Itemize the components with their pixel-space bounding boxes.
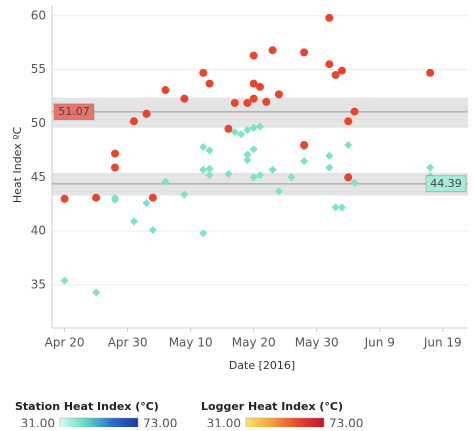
x-tick-label: Jun 19 <box>423 336 462 350</box>
station-point <box>325 163 334 172</box>
legend-bar <box>59 417 139 431</box>
station-point <box>60 276 69 285</box>
logger-point <box>331 70 340 79</box>
y-tick-label: 40 <box>31 224 46 238</box>
logger-point <box>180 94 189 103</box>
y-axis-title: Heat Index ºC <box>11 127 24 204</box>
station-point <box>344 140 353 149</box>
logger-point <box>268 46 277 55</box>
station-point <box>268 165 277 174</box>
y-tick-label: 50 <box>31 116 46 130</box>
x-tick-label: Apr 20 <box>45 336 85 350</box>
station-point <box>205 146 214 155</box>
logger-point <box>148 193 157 202</box>
station-point <box>243 125 252 134</box>
logger-point <box>344 173 353 182</box>
logger-point <box>249 51 258 60</box>
station-point <box>142 199 151 208</box>
station-point <box>199 165 208 174</box>
logger-point <box>249 79 258 88</box>
station-point <box>129 217 138 226</box>
legend-title: Station Heat Index (°C) <box>15 400 159 413</box>
y-tick-label: 45 <box>31 170 46 184</box>
y-tick-label: 35 <box>31 277 46 291</box>
logger-point <box>199 68 208 77</box>
legend-title: Logger Heat Index (°C) <box>201 400 343 413</box>
station-point <box>426 163 435 172</box>
station-point <box>205 164 214 173</box>
station-point <box>325 151 334 160</box>
reference-label: 51.07 <box>58 105 90 118</box>
logger-point <box>325 60 334 69</box>
station-point <box>199 143 208 152</box>
logger-point <box>111 163 120 172</box>
x-tick-label: Apr 30 <box>108 336 148 350</box>
logger-point <box>224 124 233 133</box>
logger-point <box>274 90 283 99</box>
reference-label-box <box>53 103 95 121</box>
reference-label: 44.39 <box>430 177 462 190</box>
legend-max: 73.00 <box>329 417 363 428</box>
station-point <box>148 226 157 235</box>
station-point <box>237 130 246 139</box>
x-tick-label: May 10 <box>169 336 213 350</box>
legend-min: 31.00 <box>207 417 241 428</box>
logger-point <box>344 117 353 126</box>
station-point <box>249 145 258 154</box>
logger-point <box>300 140 309 149</box>
logger-point <box>337 66 346 75</box>
logger-point <box>350 107 359 116</box>
logger-point <box>426 68 435 77</box>
logger-point <box>60 194 69 203</box>
logger-point <box>142 109 151 118</box>
logger-point <box>230 98 239 107</box>
station-point <box>249 173 258 182</box>
station-point <box>249 123 258 132</box>
station-point <box>337 203 346 212</box>
station-point <box>180 190 189 199</box>
legend-min: 31.00 <box>21 417 55 428</box>
station-point <box>92 288 101 297</box>
station-point <box>256 171 264 180</box>
logger-point <box>111 149 120 158</box>
logger-point <box>262 97 271 106</box>
logger-point <box>325 13 334 22</box>
station-point <box>243 156 252 165</box>
logger-point <box>161 86 170 95</box>
station-point <box>230 128 239 137</box>
station-point <box>256 122 264 131</box>
station-point <box>331 203 340 212</box>
x-axis-title: Date [2016] <box>229 359 295 372</box>
logger-point <box>243 98 252 107</box>
logger-point <box>129 117 138 126</box>
x-tick-label: May 30 <box>295 336 339 350</box>
y-tick-label: 60 <box>31 8 46 22</box>
station-point <box>161 177 170 186</box>
logger-point <box>256 82 264 91</box>
station-point <box>224 170 233 179</box>
legend-max: 73.00 <box>143 417 177 428</box>
logger-point <box>92 193 101 202</box>
station-point <box>300 157 309 166</box>
reference-label-box <box>425 175 467 193</box>
station-point <box>350 178 359 187</box>
station-point <box>205 171 214 180</box>
legend-bar <box>245 417 325 431</box>
logger-point <box>249 94 258 103</box>
station-point <box>274 187 283 196</box>
station-point <box>287 173 296 182</box>
station-point <box>111 195 120 204</box>
x-tick-label: May 20 <box>232 336 276 350</box>
logger-point <box>300 48 309 57</box>
logger-point <box>205 79 214 88</box>
station-point <box>243 150 252 159</box>
y-tick-label: 55 <box>31 62 46 76</box>
station-point <box>199 229 208 238</box>
x-tick-label: Jun 9 <box>364 336 395 350</box>
